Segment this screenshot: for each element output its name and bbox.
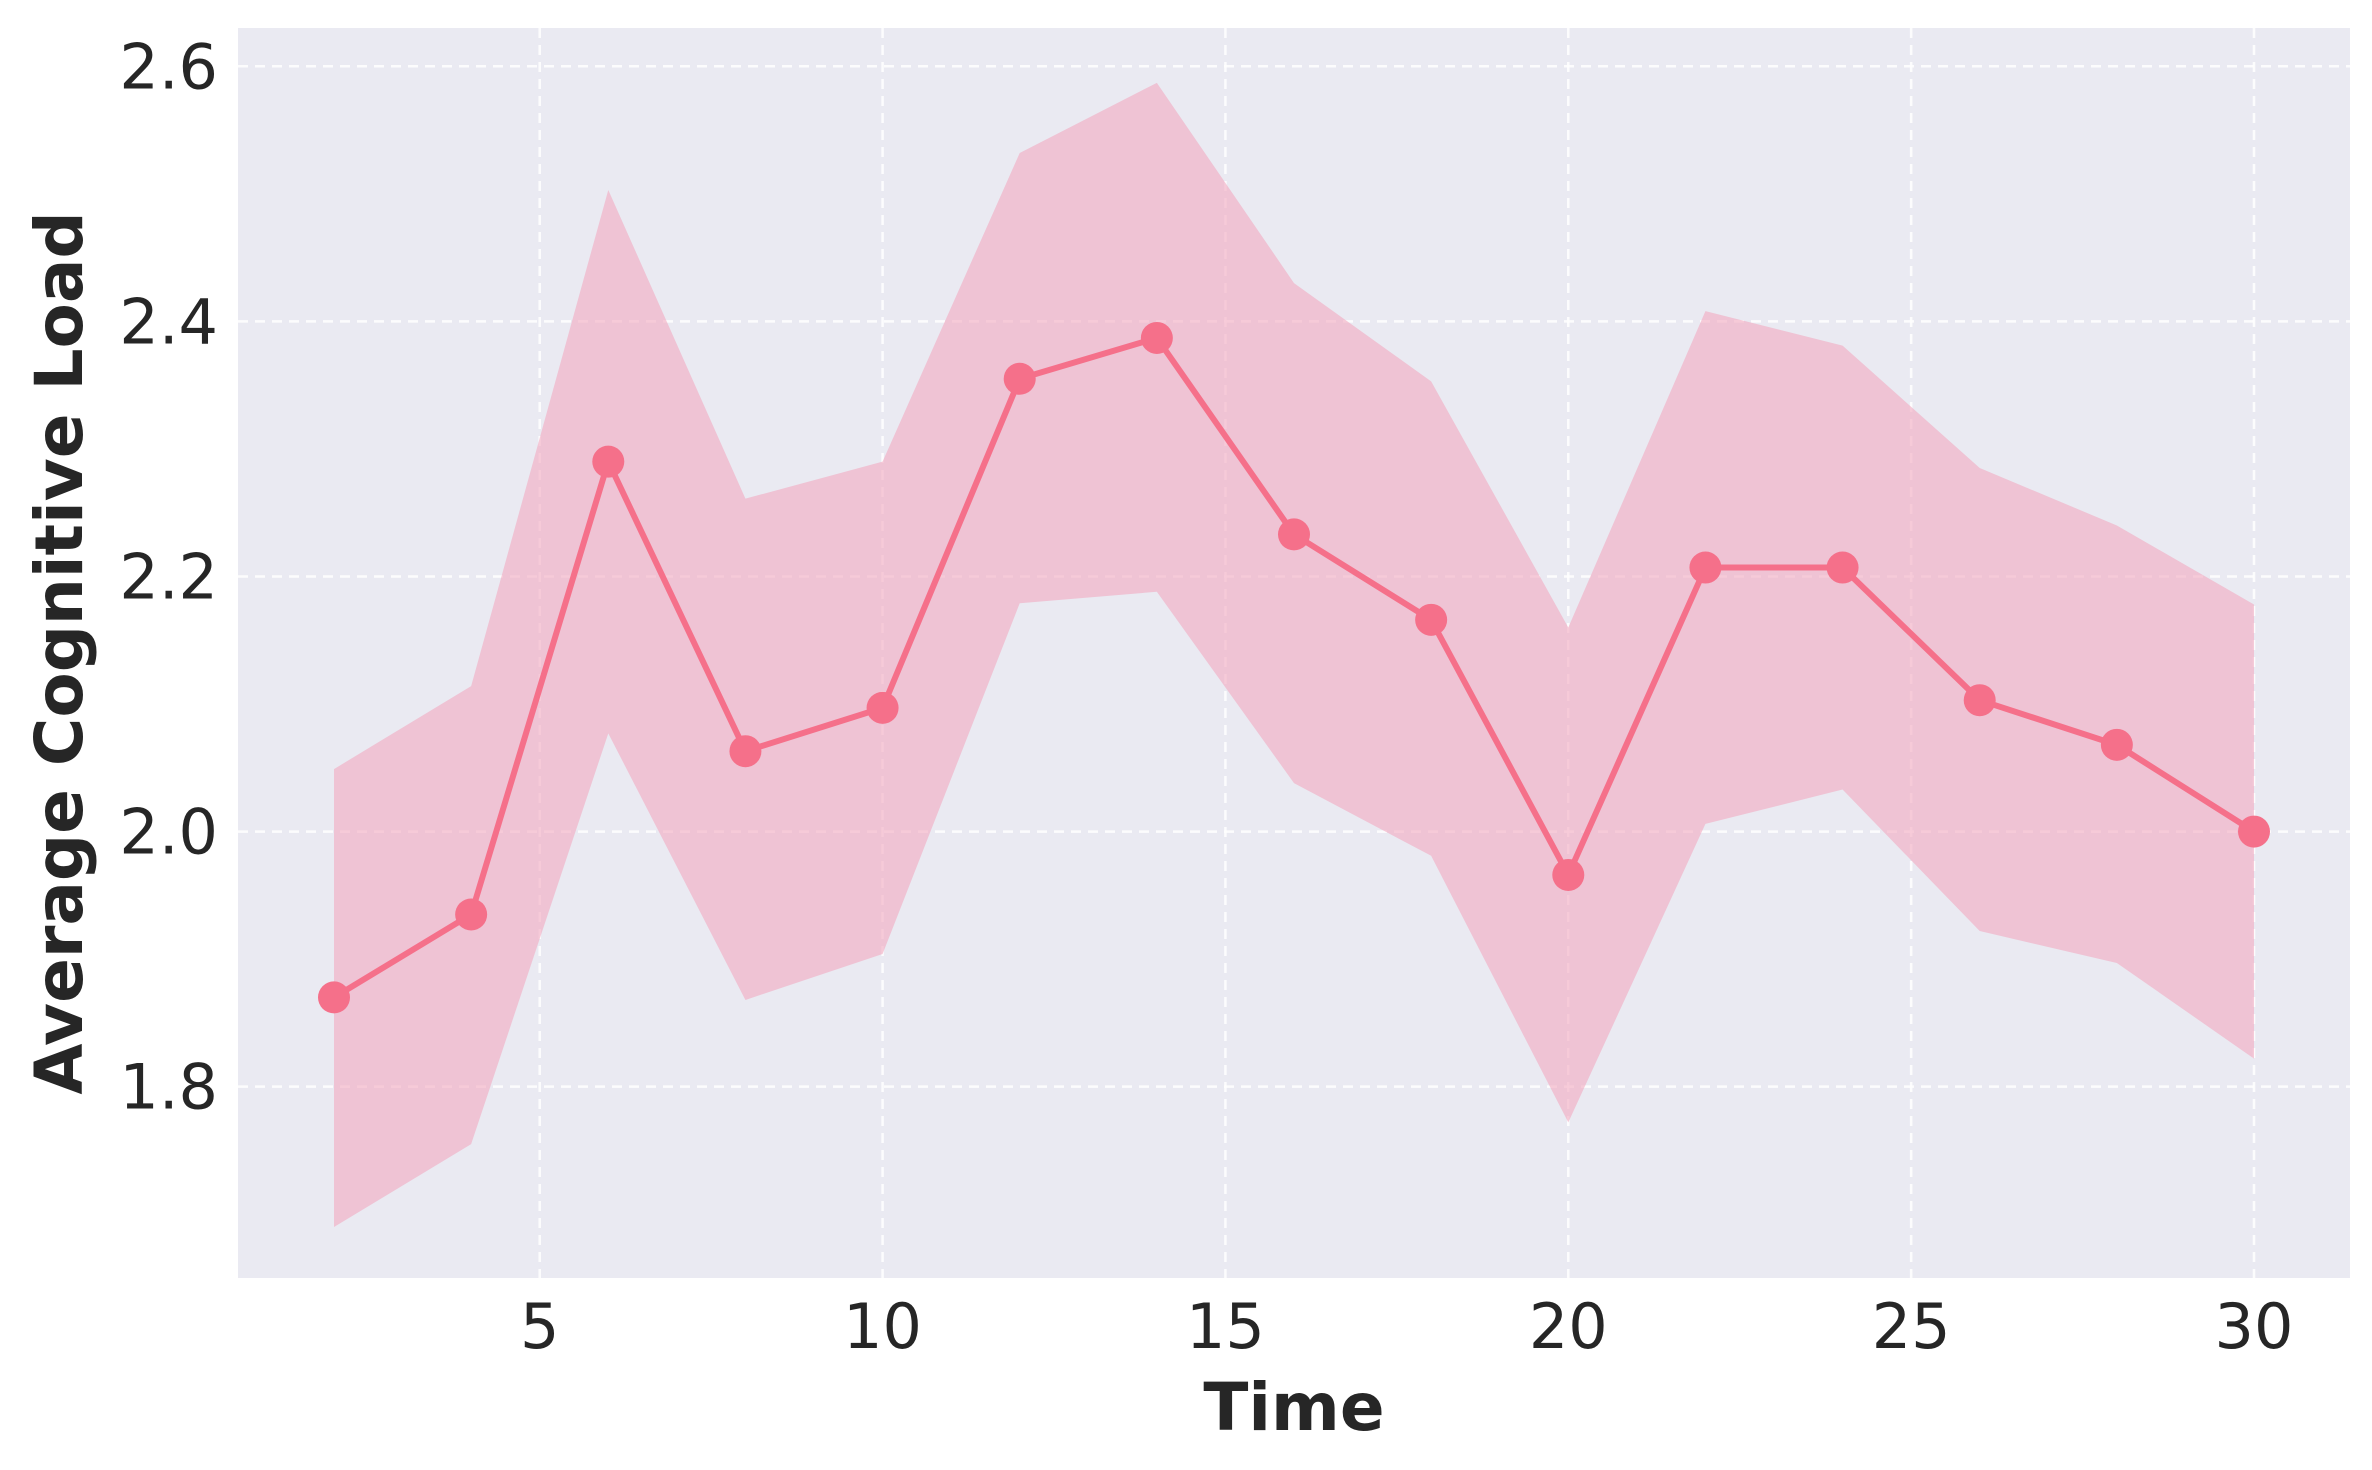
confidence-band-layer — [334, 82, 2254, 1227]
data-point — [2238, 815, 2270, 848]
x-tick-label: 30 — [2215, 1290, 2294, 1363]
y-tick-label: 2.0 — [119, 796, 218, 869]
data-point — [1826, 551, 1859, 584]
data-point — [2100, 728, 2133, 761]
x-tick-label: 25 — [1872, 1290, 1951, 1363]
data-point — [1003, 362, 1036, 395]
data-point — [1278, 518, 1310, 551]
x-tick-label: 10 — [843, 1290, 922, 1363]
y-axis-title: Average Cognitive Load — [21, 211, 98, 1094]
data-point — [1689, 551, 1722, 584]
x-tick-label: 5 — [520, 1290, 559, 1363]
data-point — [1140, 321, 1173, 354]
x-tick-label: 20 — [1529, 1290, 1608, 1363]
y-tick-label: 2.2 — [119, 540, 218, 613]
data-point — [1552, 858, 1585, 891]
data-point — [729, 735, 762, 768]
y-tick-label: 2.6 — [119, 30, 218, 103]
data-point — [1415, 603, 1448, 636]
x-axis-title: Time — [1203, 1369, 1384, 1446]
y-axis-ticks: 1.8 2.0 2.2 2.4 2.6 — [119, 30, 218, 1123]
data-point — [318, 981, 350, 1014]
x-axis-ticks: 5 10 15 20 25 30 — [520, 1290, 2293, 1363]
data-point — [1963, 684, 1996, 717]
y-tick-label: 2.4 — [119, 285, 218, 358]
y-tick-label: 1.8 — [119, 1051, 218, 1124]
data-point — [455, 898, 488, 931]
data-point — [866, 691, 899, 724]
confidence-band — [334, 82, 2254, 1227]
x-tick-label: 15 — [1186, 1290, 1265, 1363]
data-points — [318, 321, 2270, 1014]
data-point — [592, 445, 625, 478]
